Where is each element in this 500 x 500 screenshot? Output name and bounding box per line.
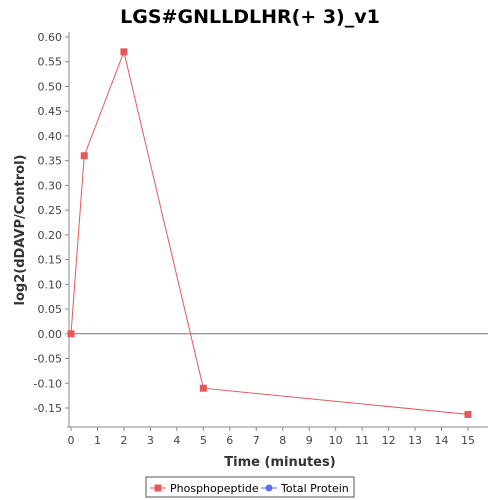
legend-label: Total Protein bbox=[280, 482, 349, 495]
y-axis-ticks: 0.60 0.55 0.50 0.45 0.40 0.35 0.30 0.25 0.20 0.15… bbox=[34, 31, 69, 415]
legend-box bbox=[145, 476, 355, 498]
x-tick-label: 8 bbox=[279, 434, 286, 447]
y-tick-label: 0.20 bbox=[38, 229, 63, 242]
y-axis-title: log2(dDAVP/Control) bbox=[13, 155, 28, 306]
x-tick-label: 6 bbox=[226, 434, 233, 447]
x-tick-label: 14 bbox=[435, 434, 449, 447]
legend-marker bbox=[154, 484, 162, 492]
y-tick-label: 0.40 bbox=[38, 130, 63, 143]
y-tick-label: 0.55 bbox=[38, 56, 63, 69]
x-axis-ticks: 0 1 2 3 4 5 6 7 8 9 10 11 12 13 14 15 bbox=[68, 427, 475, 447]
plot-background bbox=[67, 32, 488, 427]
y-tick-label: 0.05 bbox=[38, 303, 63, 316]
x-tick-label: 5 bbox=[200, 434, 207, 447]
plot-area bbox=[67, 32, 488, 428]
y-tick-label: 0.60 bbox=[38, 31, 63, 44]
legend: Phosphopeptide Total Protein bbox=[145, 476, 355, 498]
series-group bbox=[67, 48, 472, 418]
x-tick-label: 1 bbox=[94, 434, 101, 447]
y-tick-label: -0.05 bbox=[34, 353, 62, 366]
y-tick-label: -0.15 bbox=[34, 402, 62, 415]
x-axis-title: Time (minutes) bbox=[224, 455, 335, 470]
y-tick-label: 0.30 bbox=[38, 179, 63, 192]
x-tick-label: 15 bbox=[461, 434, 475, 447]
y-tick-label: 0.35 bbox=[38, 155, 63, 168]
x-tick-label: 4 bbox=[173, 434, 180, 447]
x-tick-label: 10 bbox=[329, 434, 343, 447]
data-point bbox=[464, 410, 472, 418]
chart-title: LGS#GNLLDLHR(+ 3)_v1 bbox=[120, 6, 380, 28]
y-tick-label: 0.50 bbox=[38, 80, 63, 93]
y-tick-label: -0.10 bbox=[34, 377, 62, 390]
data-point bbox=[80, 152, 88, 160]
y-tick-label: 0.10 bbox=[38, 278, 63, 291]
x-tick-label: 12 bbox=[382, 434, 396, 447]
x-tick-label: 11 bbox=[355, 434, 369, 447]
y-tick-label: 0.25 bbox=[38, 204, 63, 217]
legend-label: Phosphopeptide bbox=[170, 482, 259, 495]
x-tick-label: 2 bbox=[120, 434, 127, 447]
x-tick-label: 13 bbox=[408, 434, 422, 447]
x-tick-label: 7 bbox=[253, 434, 260, 447]
data-point bbox=[67, 330, 75, 338]
data-point bbox=[120, 48, 128, 56]
legend-marker bbox=[265, 484, 273, 492]
y-tick-label: 0.45 bbox=[38, 105, 63, 118]
y-tick-label: 0.15 bbox=[38, 254, 63, 267]
x-tick-label: 3 bbox=[147, 434, 154, 447]
x-tick-label: 0 bbox=[68, 434, 75, 447]
x-tick-label: 9 bbox=[306, 434, 313, 447]
data-point bbox=[199, 384, 207, 392]
y-tick-label: 0.00 bbox=[38, 328, 63, 341]
